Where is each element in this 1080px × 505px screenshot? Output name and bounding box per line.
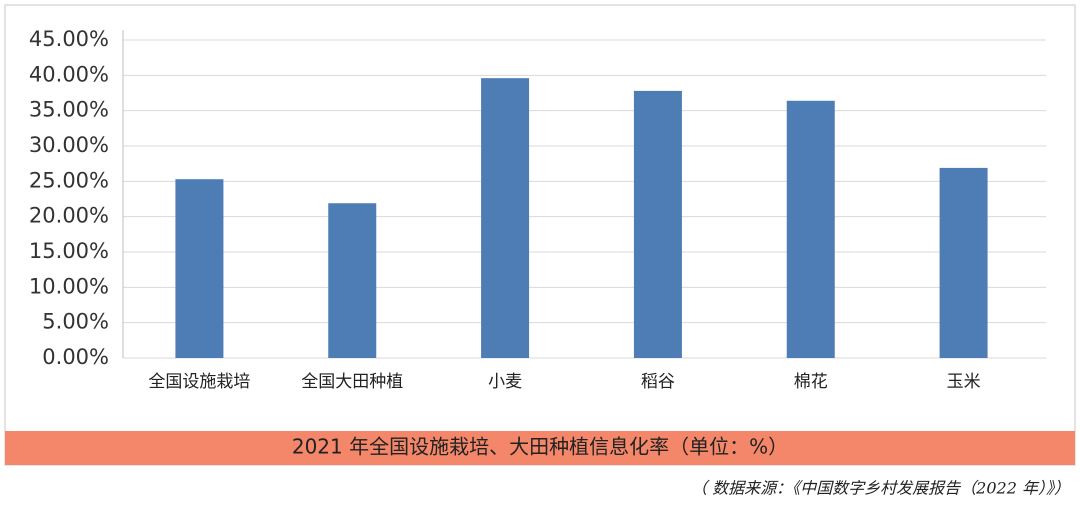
- source-note: （ 数据来源：《中国数字乡村发展报告（2022 年）》）: [691, 479, 1070, 498]
- y-tick-label: 30.00%: [29, 133, 109, 157]
- x-tick-label: 玉米: [947, 372, 981, 392]
- bar: [481, 78, 530, 358]
- bar: [175, 179, 224, 358]
- y-tick-label: 35.00%: [29, 98, 109, 122]
- x-tick-label: 全国大田种植: [301, 372, 403, 392]
- y-tick-label: 25.00%: [29, 168, 109, 192]
- y-tick-label: 40.00%: [29, 62, 109, 86]
- y-tick-label: 15.00%: [29, 239, 109, 263]
- chart-frame: [4, 4, 1076, 466]
- chart-title: 2021 年全国设施栽培、大田种植信息化率（单位：%）: [292, 435, 788, 459]
- x-tick-label: 全国设施栽培: [148, 372, 250, 392]
- y-tick-label: 10.00%: [29, 274, 109, 298]
- x-tick-label: 棉花: [794, 372, 828, 392]
- y-tick-label: 5.00%: [42, 310, 109, 334]
- y-tick-label: 20.00%: [29, 204, 109, 228]
- bar: [786, 100, 835, 359]
- title-band: [5, 431, 1075, 465]
- y-tick-label: 45.00%: [29, 27, 109, 51]
- bar: [633, 90, 682, 358]
- x-tick-label: 小麦: [488, 372, 522, 392]
- bar: [939, 167, 988, 358]
- y-tick-label: 0.00%: [42, 345, 109, 369]
- bar: [328, 203, 377, 358]
- x-tick-label: 稻谷: [641, 372, 675, 392]
